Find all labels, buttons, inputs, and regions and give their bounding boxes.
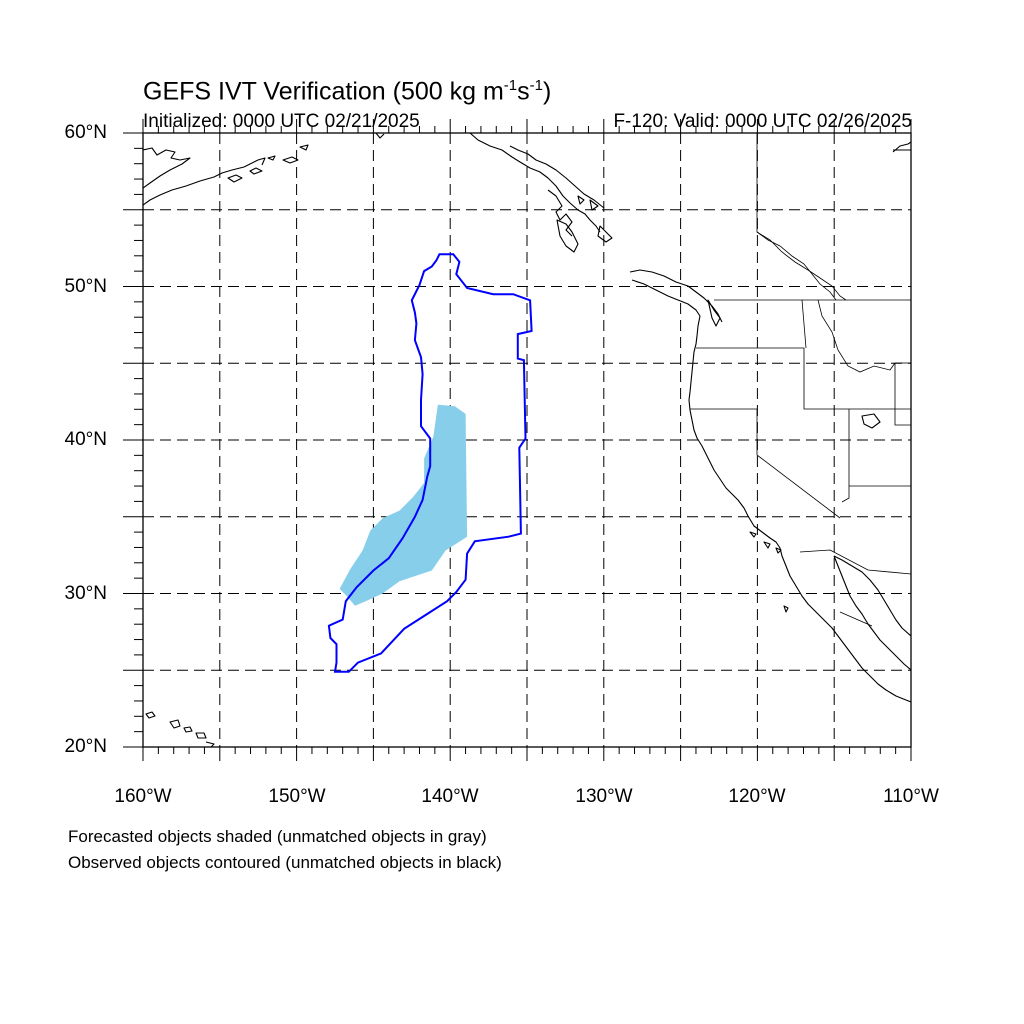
coastline (145, 711, 156, 719)
title-text: GEFS IVT Verification (500 kg m (143, 77, 504, 106)
coastline (707, 299, 721, 327)
coastline (195, 732, 207, 739)
lat-label-20n: 20°N (64, 736, 107, 757)
footnote-forecast: Forecasted objects shaded (unmatched obj… (68, 827, 487, 846)
coastline (205, 741, 215, 747)
coastline (597, 225, 613, 243)
coastline (589, 199, 599, 211)
coastline (227, 174, 243, 183)
coastline (749, 531, 757, 538)
lat-label-50n: 50°N (64, 276, 107, 297)
map-frame (142, 132, 912, 748)
coastline (833, 555, 911, 671)
coastline (299, 144, 309, 151)
coastline (556, 219, 579, 253)
state-border (839, 611, 873, 627)
state-border (690, 408, 841, 519)
coastline (183, 726, 193, 733)
lon-label-160w: 160°W (114, 786, 172, 807)
title-exponent: -1 (529, 77, 543, 94)
coastline (629, 269, 723, 323)
forecast-ivt-object (339, 404, 468, 606)
coastline (375, 133, 385, 139)
coastline (631, 279, 701, 317)
observed-object-layer (327, 253, 533, 673)
coastline (688, 315, 911, 703)
map-title: GEFS IVT Verification (500 kg m-1s-1) (143, 71, 551, 106)
state-border (841, 409, 850, 503)
footnote-observed: Observed objects contoured (unmatched ob… (68, 853, 502, 872)
coastline (169, 719, 181, 729)
country-border (756, 231, 837, 301)
lat-label-40n: 40°N (64, 429, 107, 450)
coastline (833, 555, 911, 637)
coastline-layer (143, 133, 911, 747)
coastline (547, 189, 573, 237)
state-border (817, 299, 896, 373)
coastline (249, 167, 263, 175)
coastline (282, 156, 299, 164)
axis-ticks (123, 119, 912, 761)
country-border (756, 133, 847, 301)
title-text: ) (542, 77, 552, 106)
coastline (861, 413, 881, 429)
lon-label-150w: 150°W (268, 786, 326, 807)
coastline (143, 157, 266, 206)
coastline (469, 133, 601, 233)
coastline (143, 147, 191, 189)
coastline (267, 155, 276, 161)
coastline (577, 195, 585, 205)
title-text: s (517, 77, 530, 106)
observed-ivt-contour (327, 253, 533, 673)
lon-label-120w: 120°W (728, 786, 786, 807)
political-borders-layer (690, 133, 911, 627)
coastline (892, 141, 911, 153)
lat-label-30n: 30°N (64, 583, 107, 604)
title-exponent: -1 (503, 77, 518, 94)
coastline (763, 541, 771, 549)
lon-label-140w: 140°W (421, 786, 479, 807)
coastline (775, 547, 782, 554)
lon-label-130w: 130°W (575, 786, 633, 807)
lat-label-60n: 60°N (64, 122, 107, 143)
initialized-time: Initialized: 0000 UTC 02/21/2025 (143, 111, 420, 132)
country-border (799, 549, 911, 575)
state-border (696, 347, 911, 410)
lon-label-110w: 110°W (883, 786, 939, 807)
state-border (894, 363, 911, 426)
coastline (509, 145, 605, 209)
state-border (801, 299, 807, 349)
lat-lon-grid (143, 133, 911, 747)
forecast-object-layer (339, 404, 468, 606)
coastline (783, 605, 789, 613)
valid-time: F-120: Valid: 0000 UTC 02/26/2025 (613, 111, 912, 132)
